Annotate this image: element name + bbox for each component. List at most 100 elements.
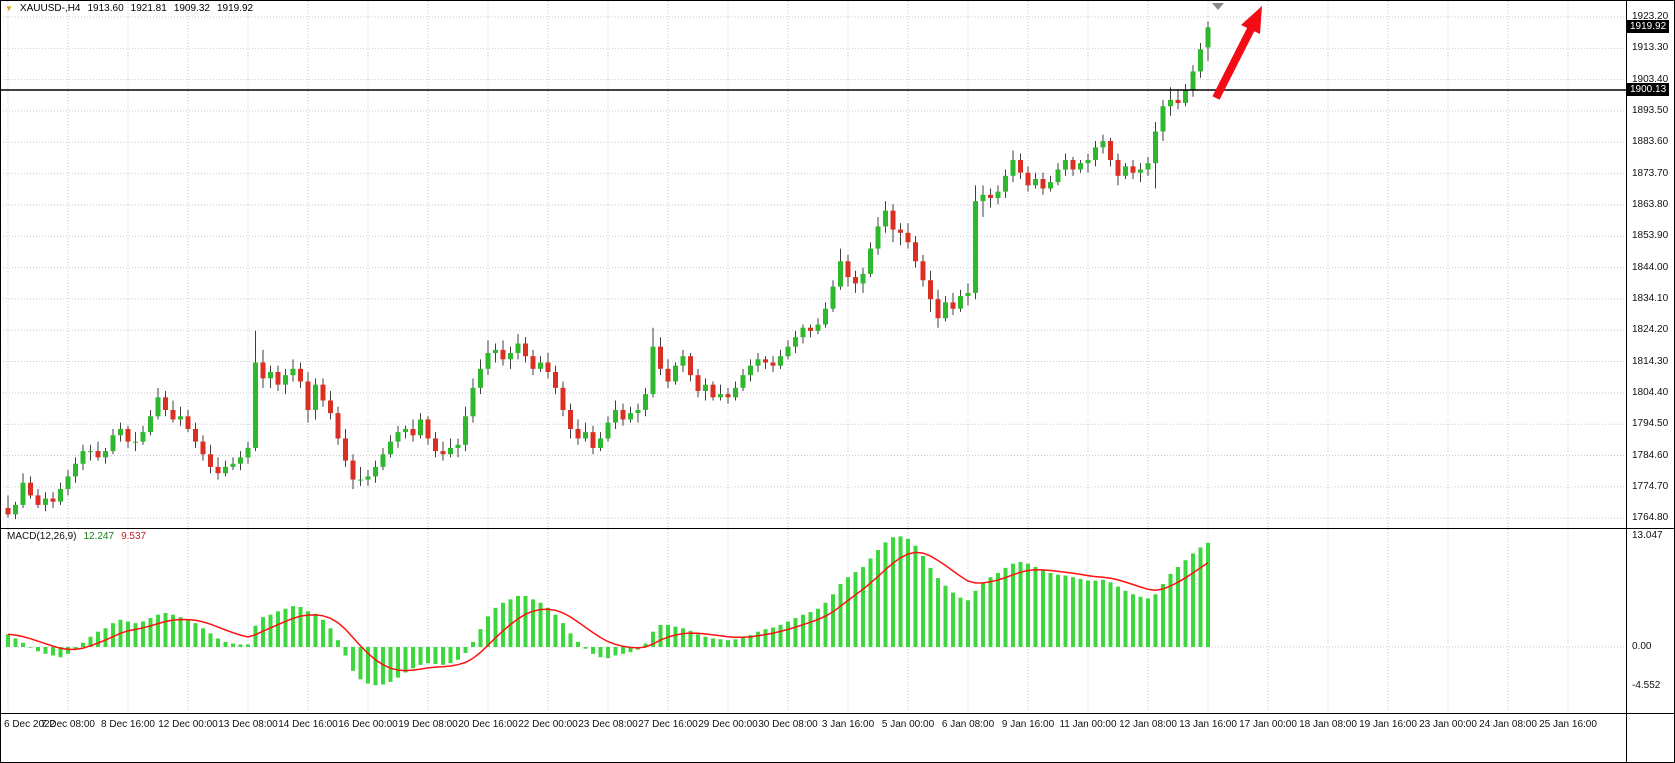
macd-scale-zero: 0.00 xyxy=(1632,641,1652,652)
candle-body xyxy=(305,381,311,410)
candle-body xyxy=(43,498,48,505)
candle-body xyxy=(545,362,551,372)
macd-histogram-bar xyxy=(763,629,768,647)
candle-body xyxy=(943,302,948,319)
time-tick-label: 30 Dec 08:00 xyxy=(758,719,818,730)
macd-histogram-bar xyxy=(381,647,385,685)
candle-body xyxy=(1190,71,1196,91)
macd-histogram-bar xyxy=(703,636,708,647)
macd-histogram-bar xyxy=(1033,567,1038,647)
trend-arrow-head[interactable] xyxy=(1241,6,1262,34)
macd-histogram-bar xyxy=(831,594,835,647)
time-tick-label: 3 Jan 16:00 xyxy=(821,719,875,730)
macd-histogram-bar xyxy=(853,572,858,647)
macd-histogram-bar xyxy=(396,647,400,678)
macd-histogram-bar xyxy=(553,614,558,647)
macd-histogram-bar xyxy=(523,595,528,647)
macd-histogram-bar xyxy=(651,631,655,647)
candle-body xyxy=(553,371,558,388)
time-tick-label: 13 Dec 08:00 xyxy=(218,719,278,730)
macd-histogram-bar xyxy=(628,647,633,653)
candle-body xyxy=(523,343,528,357)
macd-histogram-bar xyxy=(561,623,565,647)
time-tick-label: 8 Dec 16:00 xyxy=(101,719,155,730)
price-tick-label: 1784.60 xyxy=(1632,449,1669,461)
candle-body xyxy=(620,409,626,420)
candle-body xyxy=(658,346,663,369)
bid-price-box: 1919.92 xyxy=(1627,20,1670,34)
macd-histogram-bar xyxy=(313,613,318,647)
macd-histogram-bar xyxy=(546,607,550,647)
macd-histogram-bar xyxy=(1086,580,1090,647)
macd-histogram-bar xyxy=(36,647,40,652)
macd-histogram-bar xyxy=(156,614,160,647)
candle-body xyxy=(163,397,168,410)
macd-histogram-bar xyxy=(1003,567,1008,647)
price-tick-label: 1774.70 xyxy=(1632,480,1669,492)
price-axis[interactable]: 1919.92 1900.13 1923.20 1913.30 1903.40 189… xyxy=(1627,0,1675,763)
macd-histogram-bar xyxy=(1153,594,1158,647)
macd-histogram-bar xyxy=(1168,573,1173,647)
candle-body xyxy=(1183,90,1188,104)
time-tick-label: 11 Jan 00:00 xyxy=(1059,719,1117,730)
candle-body xyxy=(560,387,566,410)
candle-body xyxy=(688,356,693,376)
candle-body xyxy=(298,368,303,382)
quote-close: 1919.92 xyxy=(216,3,254,14)
time-tick-label: 17 Jan 00:00 xyxy=(1239,719,1297,730)
time-tick-label: 22 Dec 00:00 xyxy=(518,719,578,730)
time-tick-label: 24 Jan 08:00 xyxy=(1479,719,1537,730)
candle-body xyxy=(703,384,708,391)
time-tick-label: 6 Dec 2022 xyxy=(4,719,56,730)
macd-histogram-bar xyxy=(906,538,910,647)
macd-histogram-bar xyxy=(808,612,813,647)
candle-body xyxy=(185,416,191,429)
candle-body xyxy=(275,371,281,385)
macd-histogram-bar xyxy=(996,572,1000,647)
candle-body xyxy=(1010,160,1016,176)
candle-body xyxy=(238,457,243,464)
chart-shift-icon[interactable] xyxy=(1212,3,1224,10)
macd-histogram-bar xyxy=(748,635,753,647)
macd-histogram-bar xyxy=(351,647,355,671)
macd-histogram-bar xyxy=(456,647,460,660)
macd-histogram-bar xyxy=(943,585,948,647)
candle-body xyxy=(770,362,776,366)
candle-body xyxy=(748,365,753,376)
macd-histogram-bar xyxy=(591,647,595,654)
candle-body xyxy=(1123,166,1128,176)
candle-body xyxy=(58,489,63,502)
candle-body xyxy=(590,432,596,448)
candle-body xyxy=(725,394,731,398)
macd-histogram-bar xyxy=(283,608,288,647)
macd-histogram-bar xyxy=(973,590,978,647)
trend-arrow-shaft[interactable] xyxy=(1212,27,1255,100)
candle-body xyxy=(680,356,686,366)
macd-histogram-bar xyxy=(726,640,730,647)
macd-histogram-bar xyxy=(328,628,333,647)
candle-body xyxy=(665,368,671,382)
price-tick-label: 1893.50 xyxy=(1632,104,1669,116)
time-axis[interactable]: 6 Dec 2022 7 Dec 08:00 8 Dec 16:00 12 Dec 0… xyxy=(0,714,1626,740)
macd-histogram-bar xyxy=(471,641,475,647)
candle-body xyxy=(1160,106,1166,132)
macd-histogram-bar xyxy=(861,567,865,647)
candle-body xyxy=(1048,182,1053,189)
macd-histogram-bar xyxy=(126,621,130,647)
time-tick-label: 12 Dec 00:00 xyxy=(158,719,218,730)
candle-body xyxy=(425,419,431,439)
macd-main-value: 12.247 xyxy=(83,531,115,542)
macd-histogram-bar xyxy=(1146,598,1150,647)
macd-histogram-bar xyxy=(673,626,678,647)
candle-body xyxy=(268,371,273,379)
quote-open: 1913.60 xyxy=(87,3,124,14)
candle-body xyxy=(583,432,588,439)
candle-body xyxy=(110,435,116,452)
macd-histogram-bar xyxy=(448,647,453,664)
collapse-arrow-icon[interactable]: ▼ xyxy=(5,3,13,13)
macd-histogram-bar xyxy=(741,637,745,647)
candle-body xyxy=(328,400,333,414)
candle-body xyxy=(50,498,56,502)
